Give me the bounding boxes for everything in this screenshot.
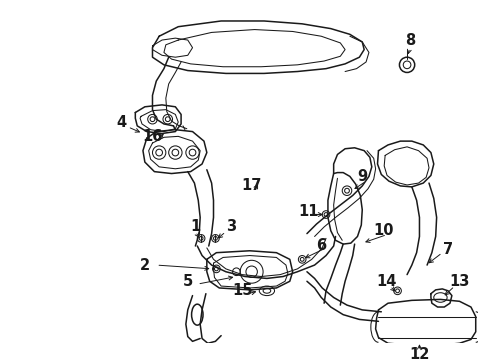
Text: 3: 3 [225, 220, 235, 234]
Text: 11: 11 [298, 204, 319, 219]
Text: 13: 13 [448, 274, 469, 289]
Text: 1: 1 [190, 220, 200, 234]
Text: 4: 4 [116, 114, 126, 130]
Text: 8: 8 [404, 32, 414, 48]
Text: 12: 12 [408, 347, 429, 360]
Text: 2: 2 [140, 257, 150, 273]
Text: 14: 14 [375, 274, 395, 289]
Text: 9: 9 [356, 169, 366, 184]
Text: 17: 17 [241, 179, 261, 193]
Text: 15: 15 [231, 283, 252, 298]
Text: 5: 5 [183, 274, 192, 289]
Text: 16: 16 [142, 129, 163, 144]
Text: 7: 7 [442, 242, 452, 257]
Text: 10: 10 [372, 223, 393, 238]
Text: 6: 6 [316, 238, 325, 253]
